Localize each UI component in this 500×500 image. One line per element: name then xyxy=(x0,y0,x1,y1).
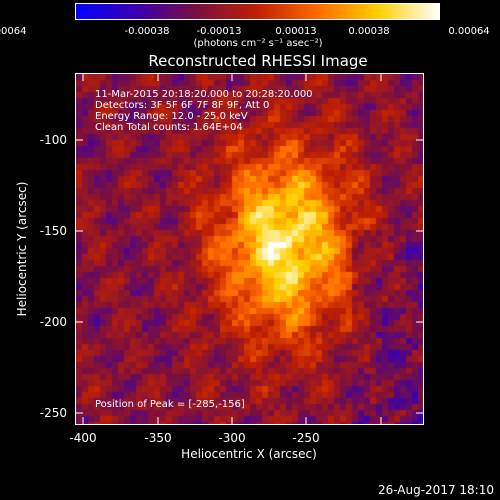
plot-area: 11-Mar-2015 20:18:20.000 to 20:28:20.000… xyxy=(75,73,424,425)
y-tick-label: -150 xyxy=(39,224,67,238)
x-tick-label: -300 xyxy=(218,431,246,445)
colorbar xyxy=(75,3,440,20)
colorbar-tick-label: -0.00013 xyxy=(196,26,242,37)
detectors-info: Detectors: 3F 5F 6F 7F 8F 9F, Att 0 xyxy=(95,100,270,111)
colorbar-tick-label: 0.00064 xyxy=(448,26,490,37)
y-tick-label: -100 xyxy=(39,133,67,147)
x-tick-label: -250 xyxy=(292,431,320,445)
colorbar-unit-label: (photons cm⁻² s⁻¹ asec⁻²) xyxy=(193,38,323,49)
observation-time: 11-Mar-2015 20:18:20.000 to 20:28:20.000 xyxy=(95,89,313,100)
peak-position-label: Position of Peak = [-285,-156] xyxy=(95,399,245,410)
colorbar-tick-label: 0.00013 xyxy=(275,26,317,37)
y-tick-label: -200 xyxy=(39,315,67,329)
colorbar-tick-label: 0.00038 xyxy=(348,26,390,37)
y-tick-label: -250 xyxy=(39,406,67,420)
timestamp-footer: 26-Aug-2017 18:10 xyxy=(377,483,494,497)
colorbar-tick-label: -0.00038 xyxy=(124,26,170,37)
y-axis-label: Heliocentric Y (arcsec) xyxy=(15,181,29,317)
x-axis-label: Heliocentric X (arcsec) xyxy=(181,447,317,461)
x-tick-label: -400 xyxy=(69,431,97,445)
heatmap-image xyxy=(76,74,423,424)
energy-range-info: Energy Range: 12.0 - 25.0 keV xyxy=(95,111,248,122)
clean-counts-info: Clean Total counts: 1.64E+04 xyxy=(95,122,243,133)
colorbar-tick-label: -0.00064 xyxy=(0,26,27,37)
x-tick-label: -350 xyxy=(144,431,172,445)
plot-title: Reconstructed RHESSI Image xyxy=(148,52,368,70)
